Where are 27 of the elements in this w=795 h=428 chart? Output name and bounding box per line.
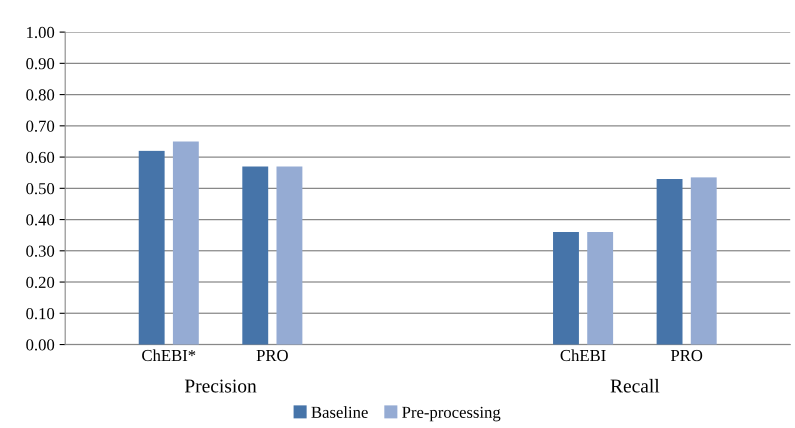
y-tick-label: 1.00 bbox=[27, 26, 54, 38]
bar bbox=[276, 166, 302, 345]
bar bbox=[242, 166, 268, 345]
bar bbox=[690, 177, 717, 345]
bar bbox=[587, 232, 614, 345]
x-tick-label: PRO bbox=[256, 350, 288, 362]
text: Recall bbox=[610, 378, 660, 393]
y-tick-label: 0.80 bbox=[26, 89, 54, 101]
y-tick-label: 0.30 bbox=[26, 246, 54, 257]
y-tick-label: 0.00 bbox=[26, 339, 54, 351]
y-tick-label: 0.90 bbox=[26, 58, 54, 70]
bar bbox=[656, 178, 683, 345]
y-tick-label: 0.60 bbox=[26, 152, 54, 164]
y-tick-label: 0.10 bbox=[26, 308, 54, 320]
legend-label: Pre-processing bbox=[402, 406, 500, 422]
x-tick-label: ChEBI* bbox=[142, 349, 196, 362]
y-tick-label: 0.40 bbox=[26, 214, 54, 226]
bar bbox=[553, 232, 579, 345]
y-tick-label: 0.70 bbox=[26, 120, 54, 132]
legend-label: Baseline bbox=[311, 406, 368, 418]
x-tick-label: ChEBI bbox=[560, 349, 606, 362]
bar bbox=[138, 150, 165, 345]
text: Precision bbox=[184, 380, 256, 393]
y-tick-label: 0.50 bbox=[26, 183, 54, 194]
bar bbox=[172, 141, 199, 345]
x-tick-label: PRO bbox=[670, 350, 702, 362]
y-tick-label: 0.20 bbox=[26, 276, 54, 288]
